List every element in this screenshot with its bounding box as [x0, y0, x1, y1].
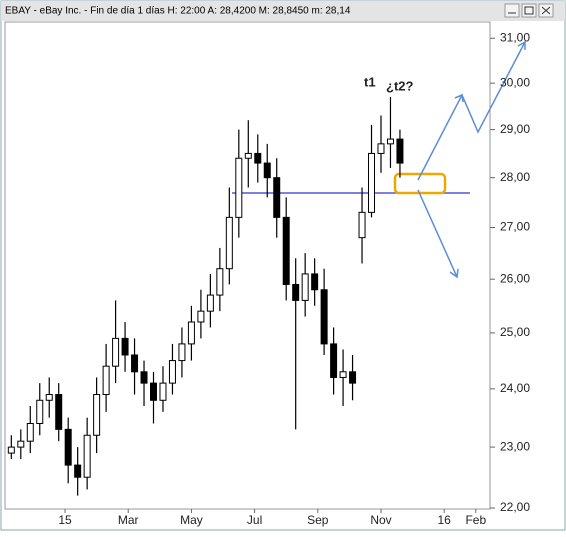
- candle-body: [339, 371, 347, 378]
- candle-body: [150, 382, 158, 401]
- candle-body: [396, 138, 404, 164]
- candle-body: [187, 321, 195, 345]
- annotation: ¿t2?: [386, 78, 414, 93]
- candle-body: [244, 152, 252, 159]
- y-tick-label: 31,00: [500, 30, 530, 44]
- candle-body: [45, 394, 53, 401]
- candle-body: [26, 422, 34, 442]
- x-tick-label: Nov: [370, 513, 391, 527]
- candle-body: [159, 382, 167, 401]
- candle-body: [55, 394, 63, 430]
- candle-body: [263, 162, 271, 179]
- x-tick-label: May: [180, 513, 203, 527]
- window-buttons[interactable]: [504, 3, 554, 18]
- y-tick-label: 30,00: [500, 75, 530, 89]
- candle-body: [349, 371, 357, 384]
- candle-body: [282, 216, 290, 285]
- candle-body: [254, 152, 262, 164]
- candle-body: [83, 434, 91, 478]
- title-bar: [1, 1, 565, 21]
- candle-body: [368, 152, 376, 213]
- candle-body: [121, 337, 129, 356]
- candle-body: [235, 157, 243, 218]
- candle-body: [168, 360, 176, 384]
- annotation: t1: [364, 74, 376, 89]
- x-tick-label: 15: [58, 513, 72, 527]
- y-tick-label: 27,00: [500, 220, 530, 234]
- candle-body: [216, 268, 224, 296]
- y-tick-label: 26,00: [500, 271, 530, 285]
- candle-body: [273, 177, 281, 218]
- x-tick-label: Mar: [118, 513, 139, 527]
- window-title: EBAY - eBay Inc. - Fin de día 1 días H: …: [5, 6, 351, 17]
- projection-down: [417, 189, 458, 278]
- candle-body: [292, 283, 300, 301]
- candle-body: [358, 211, 366, 239]
- candle-body: [206, 294, 214, 312]
- candle-body: [301, 273, 309, 301]
- y-tick-label: 28,00: [500, 170, 530, 184]
- candle-body: [64, 428, 72, 466]
- y-tick-label: 24,00: [500, 381, 530, 395]
- candle-body: [17, 440, 25, 448]
- arrow-heads: [449, 40, 526, 279]
- projection-up: [417, 41, 526, 181]
- candle-body: [140, 371, 148, 384]
- maximize-icon: [524, 6, 534, 15]
- candle-body: [377, 143, 385, 154]
- candle-body: [311, 273, 319, 291]
- candle-body: [320, 289, 328, 345]
- candle-body: [131, 354, 139, 373]
- candle-body: [197, 310, 205, 323]
- candle-body: [36, 399, 44, 424]
- y-tick-label: 23,00: [500, 439, 530, 453]
- candle-body: [178, 343, 186, 362]
- candle-body: [225, 216, 233, 270]
- minimize-button[interactable]: [504, 3, 520, 18]
- candle-body: [386, 138, 394, 145]
- x-tick-label: Feb: [465, 513, 486, 527]
- candle-body: [102, 365, 110, 396]
- candle-body: [93, 394, 101, 436]
- maximize-button[interactable]: [521, 3, 537, 18]
- candle-body: [74, 464, 82, 478]
- y-tick-label: 29,00: [500, 122, 530, 136]
- x-tick-label: Jul: [247, 513, 262, 527]
- plot-frame: [4, 21, 491, 510]
- candle-body: [7, 446, 15, 454]
- y-tick-label: 25,00: [500, 325, 530, 339]
- x-tick-label: Sep: [307, 513, 329, 527]
- x-tick-label: 16: [438, 513, 452, 527]
- y-tick-label: 22,00: [500, 500, 530, 514]
- close-icon: [541, 6, 551, 15]
- candle-body: [112, 337, 120, 367]
- candle-body: [330, 343, 338, 378]
